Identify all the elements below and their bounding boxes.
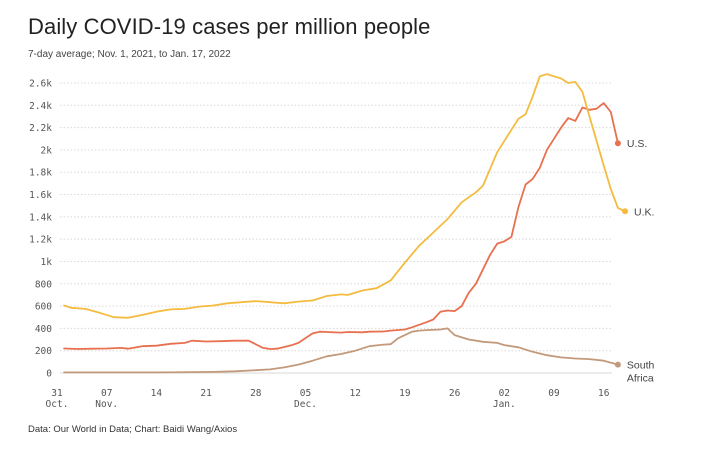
series-line-south-africa (63, 327, 619, 374)
x-tick-month-label: Jan. (493, 399, 516, 410)
y-tick-label: 2.6k (29, 79, 52, 90)
series-end-point-u-s (614, 140, 621, 147)
y-tick-label: 0 (46, 369, 52, 380)
series-label-u-s: U.S. (627, 138, 647, 150)
x-tick-label: 14 (151, 388, 163, 399)
y-tick-label: 1.8k (29, 168, 52, 179)
x-tick-label: 19 (399, 388, 411, 399)
x-tick-label: 28 (250, 388, 262, 399)
y-tick-label: 200 (35, 346, 52, 357)
y-tick-label: 1.6k (29, 190, 52, 201)
y-tick-label: 400 (35, 324, 52, 335)
y-tick-label: 2.2k (29, 123, 52, 134)
series-label-south-africa: Africa (627, 373, 654, 385)
x-tick-label: 07 (101, 388, 112, 399)
series-end-point-u-k (622, 208, 628, 215)
y-tick-label: 2k (41, 145, 53, 156)
x-tick-month-label: Oct. (46, 399, 69, 410)
x-tick-label: 31 (51, 388, 63, 399)
series-end-point-south-africa (614, 361, 621, 368)
x-tick-month-label: Nov. (95, 399, 118, 410)
x-tick-label: 26 (449, 388, 461, 399)
series-line-u-k (63, 73, 626, 319)
source-note: Data: Our World in Data; Chart: Baidi Wa… (28, 424, 238, 435)
grid-lines (60, 82, 612, 374)
x-tick-label: 09 (548, 388, 560, 399)
chart-title: Daily COVID-19 cases per million people (28, 14, 431, 39)
y-tick-label: 2.4k (29, 101, 52, 112)
y-tick-label: 1k (41, 257, 53, 268)
axes: 0 200 400 600 800 1k 1.2k 1.4k 1.6k 1.8k 2k 2.2k 2.4… (29, 79, 610, 411)
y-tick-label: 1.4k (29, 212, 52, 223)
x-tick-label: 02 (499, 388, 510, 399)
x-tick-label: 12 (349, 388, 360, 399)
chart-subtitle: 7-day average; Nov. 1, 2021, to Jan. 17,… (28, 49, 231, 60)
series-label-south-africa: South (627, 360, 655, 372)
y-tick-label: 1.2k (29, 235, 52, 246)
series-line-u-s (63, 102, 619, 350)
y-tick-label: 600 (35, 302, 52, 313)
x-tick-month-label: Dec. (294, 399, 317, 410)
series-label-u-k: U.K. (634, 206, 654, 218)
y-tick-label: 800 (35, 279, 52, 290)
series-lines (63, 73, 628, 374)
x-tick-label: 16 (598, 388, 610, 399)
x-tick-label: 05 (300, 388, 311, 399)
x-tick-label: 21 (200, 388, 212, 399)
